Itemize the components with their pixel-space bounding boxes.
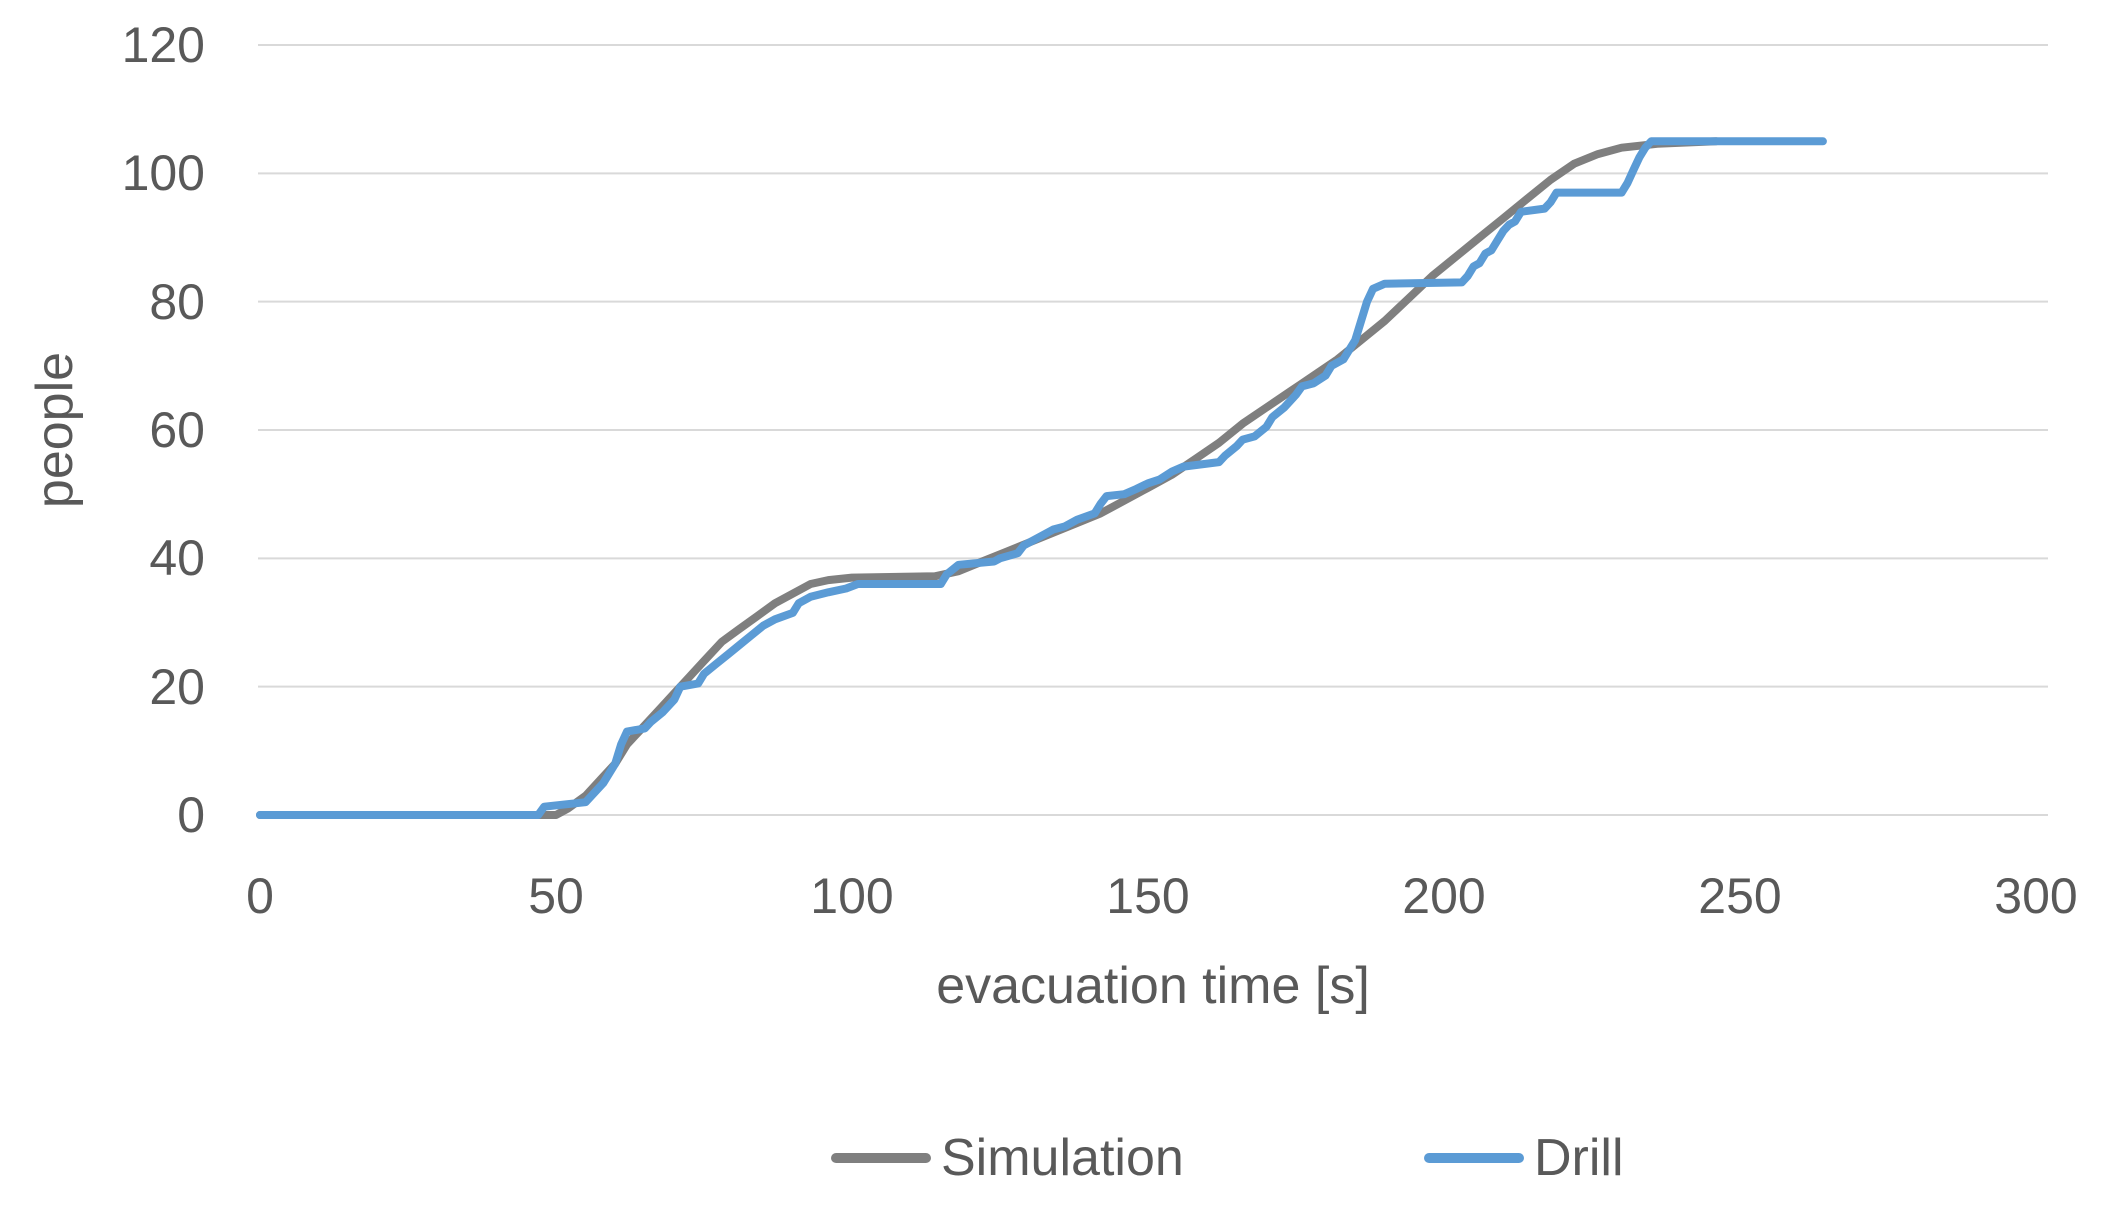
y-tick-label-0: 0 bbox=[177, 787, 205, 843]
y-axis-title: people bbox=[26, 351, 84, 509]
x-tick-label-250: 250 bbox=[1698, 868, 1782, 924]
y-tick-label-20: 20 bbox=[149, 658, 205, 715]
drill-legend-label: Drill bbox=[1534, 1129, 1624, 1187]
y-tick-label-100: 100 bbox=[121, 145, 205, 202]
simulation-legend-swatch-icon bbox=[831, 1153, 931, 1163]
y-tick-label-80: 80 bbox=[149, 273, 205, 330]
x-tick-label-150: 150 bbox=[1106, 868, 1190, 924]
x-axis-title: evacuation time [s] bbox=[936, 957, 1370, 1015]
y-tick-label-40: 40 bbox=[149, 530, 205, 587]
drill-legend-swatch-icon bbox=[1424, 1153, 1524, 1163]
legend-item-drill: Drill bbox=[1424, 1127, 1624, 1189]
y-tick-label-120: 120 bbox=[121, 17, 205, 73]
x-tick-label-0: 0 bbox=[246, 868, 274, 924]
y-tick-label-60: 60 bbox=[149, 402, 205, 458]
x-tick-label-200: 200 bbox=[1402, 868, 1486, 924]
legend-item-simulation: Simulation bbox=[831, 1127, 1184, 1189]
x-tick-label-50: 50 bbox=[528, 868, 584, 924]
x-tick-label-300: 300 bbox=[1994, 868, 2078, 924]
simulation-legend-label: Simulation bbox=[941, 1129, 1184, 1187]
drill-line bbox=[256, 137, 1827, 819]
x-tick-label-100: 100 bbox=[810, 868, 894, 924]
